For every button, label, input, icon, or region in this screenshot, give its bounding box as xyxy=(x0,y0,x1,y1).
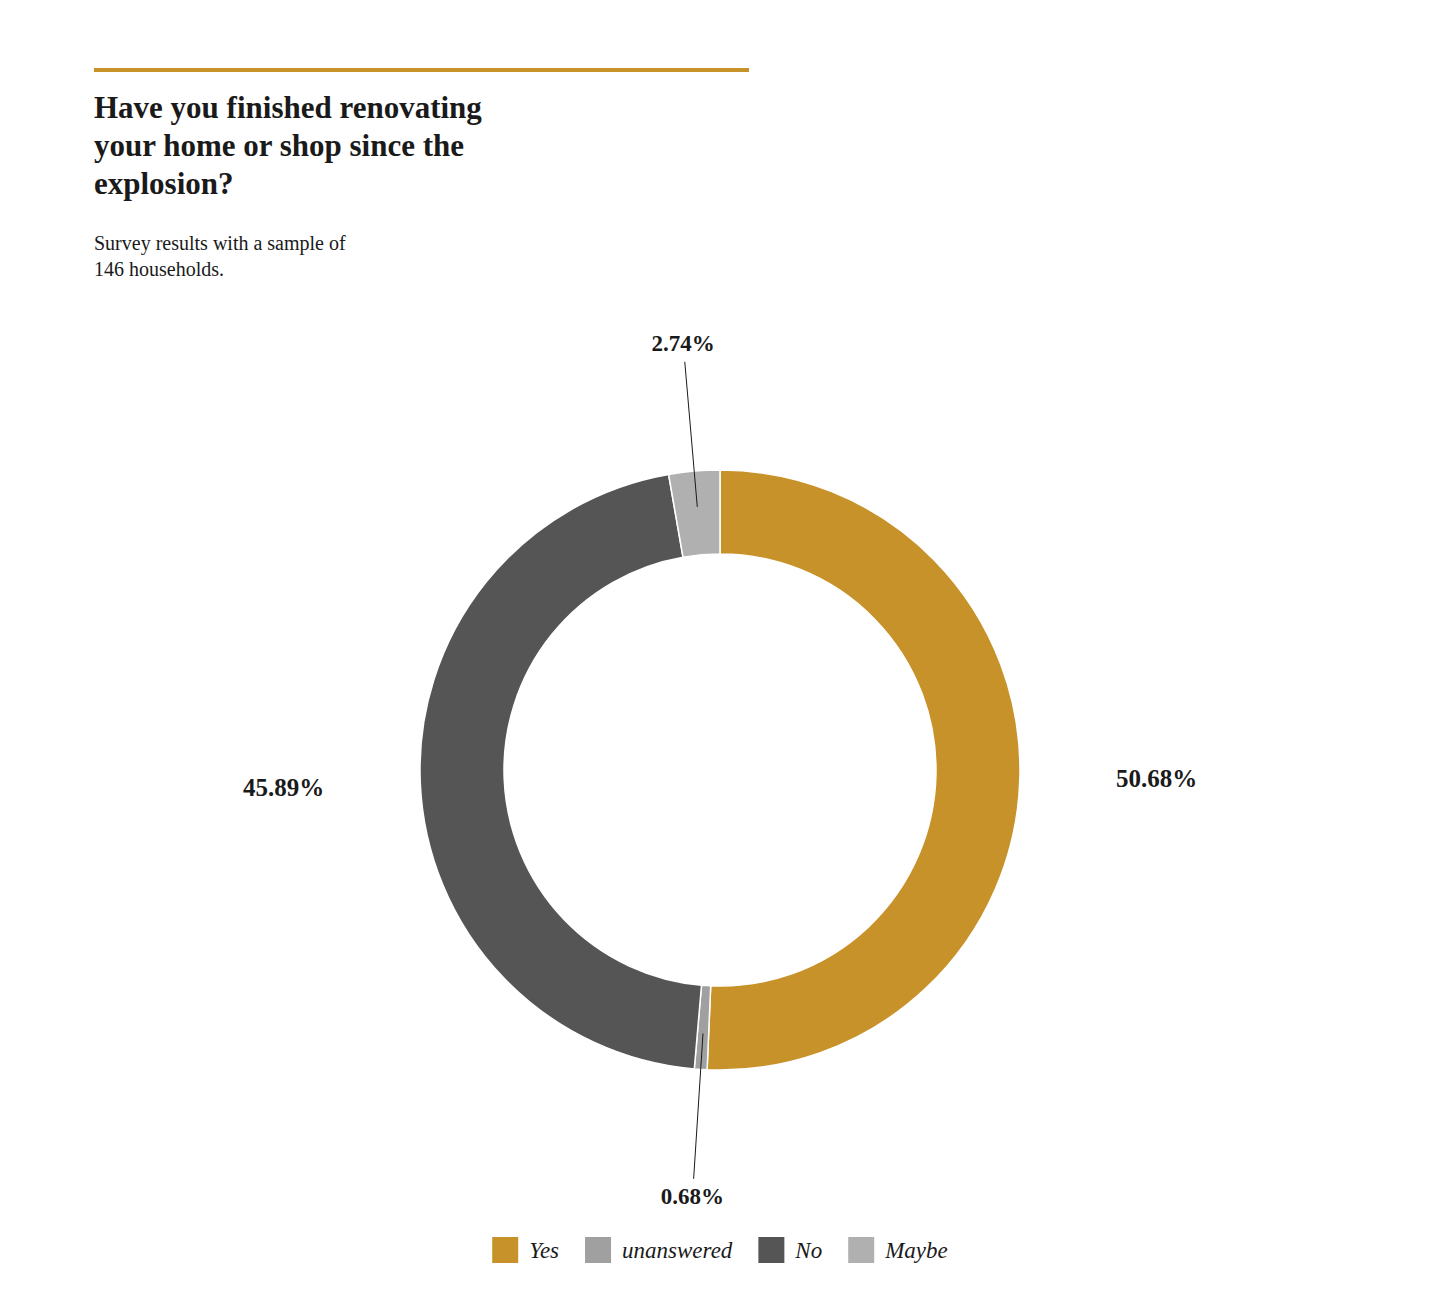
legend: Yes unanswered No Maybe xyxy=(492,1237,948,1263)
data-label: 50.68% xyxy=(1116,765,1197,792)
subtitle-line: 146 households. xyxy=(94,258,224,280)
title: Have you finished renovatingyour home or… xyxy=(94,90,482,201)
legend-label: Maybe xyxy=(884,1238,948,1263)
leader-line xyxy=(685,362,698,507)
legend-label: unanswered xyxy=(622,1238,733,1263)
legend-item: Maybe xyxy=(848,1237,948,1263)
legend-swatch xyxy=(492,1237,518,1263)
slices xyxy=(420,470,1020,1070)
chart: Have you finished renovatingyour home or… xyxy=(0,0,1440,1300)
legend-item: unanswered xyxy=(585,1237,733,1263)
slice xyxy=(707,470,1020,1070)
title-line: Have you finished renovating xyxy=(94,90,482,125)
subtitle-line: Survey results with a sample of xyxy=(94,232,346,255)
data-labels: 50.68% 0.68% 45.89% 2.74% xyxy=(243,331,1197,1209)
legend-item: No xyxy=(758,1237,822,1263)
title-line: explosion? xyxy=(94,166,234,201)
background xyxy=(0,0,1440,1300)
title-line: your home or shop since the xyxy=(94,128,464,163)
data-label: 2.74% xyxy=(652,331,715,356)
slice xyxy=(420,474,701,1068)
subtitle: Survey results with a sample of 146 house… xyxy=(94,232,346,280)
legend-swatch xyxy=(848,1237,874,1263)
slice xyxy=(669,470,720,557)
data-label: 45.89% xyxy=(243,774,324,801)
legend-item: Yes xyxy=(492,1237,559,1263)
legend-swatch xyxy=(585,1237,611,1263)
legend-label: Yes xyxy=(529,1238,559,1263)
leader-line xyxy=(694,1033,703,1178)
legend-label: No xyxy=(794,1238,822,1263)
legend-swatch xyxy=(758,1237,784,1263)
data-label: 0.68% xyxy=(661,1184,724,1209)
accent-line xyxy=(94,68,749,72)
